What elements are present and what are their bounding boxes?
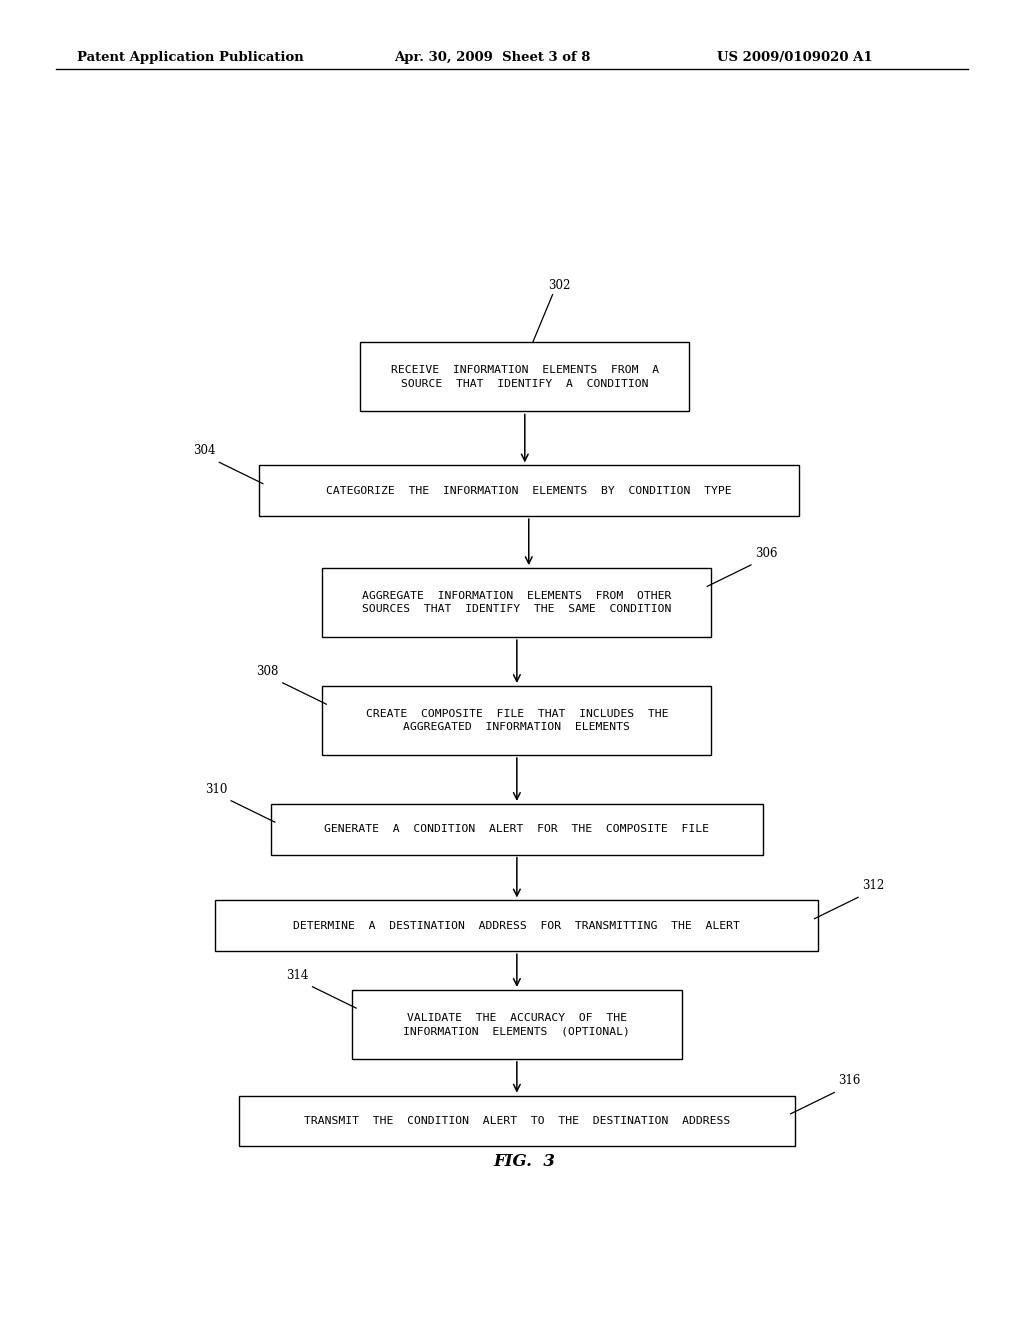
Text: 310: 310: [205, 783, 227, 796]
Text: VALIDATE  THE  ACCURACY  OF  THE
INFORMATION  ELEMENTS  (OPTIONAL): VALIDATE THE ACCURACY OF THE INFORMATION…: [403, 1012, 631, 1036]
Text: RECEIVE  INFORMATION  ELEMENTS  FROM  A
SOURCE  THAT  IDENTIFY  A  CONDITION: RECEIVE INFORMATION ELEMENTS FROM A SOUR…: [391, 366, 658, 388]
Text: 314: 314: [286, 969, 308, 982]
Text: Patent Application Publication: Patent Application Publication: [77, 51, 303, 63]
Text: 308: 308: [256, 665, 279, 677]
Bar: [323, 686, 712, 755]
Bar: [270, 804, 763, 854]
Bar: [240, 1096, 795, 1146]
Text: 306: 306: [755, 546, 777, 560]
Text: Apr. 30, 2009  Sheet 3 of 8: Apr. 30, 2009 Sheet 3 of 8: [394, 51, 591, 63]
Text: 304: 304: [193, 445, 215, 457]
Text: AGGREGATE  INFORMATION  ELEMENTS  FROM  OTHER
SOURCES  THAT  IDENTIFY  THE  SAME: AGGREGATE INFORMATION ELEMENTS FROM OTHE…: [362, 591, 672, 614]
Text: 312: 312: [862, 879, 885, 892]
Text: CATEGORIZE  THE  INFORMATION  ELEMENTS  BY  CONDITION  TYPE: CATEGORIZE THE INFORMATION ELEMENTS BY C…: [326, 486, 731, 496]
Text: 302: 302: [549, 279, 571, 292]
Bar: [360, 342, 689, 412]
Bar: [215, 900, 818, 952]
Text: FIG.  3: FIG. 3: [494, 1152, 556, 1170]
Text: GENERATE  A  CONDITION  ALERT  FOR  THE  COMPOSITE  FILE: GENERATE A CONDITION ALERT FOR THE COMPO…: [325, 824, 710, 834]
Text: 316: 316: [839, 1074, 860, 1088]
Text: CREATE  COMPOSITE  FILE  THAT  INCLUDES  THE
AGGREGATED  INFORMATION  ELEMENTS: CREATE COMPOSITE FILE THAT INCLUDES THE …: [366, 709, 668, 733]
Bar: [352, 990, 682, 1059]
Text: TRANSMIT  THE  CONDITION  ALERT  TO  THE  DESTINATION  ADDRESS: TRANSMIT THE CONDITION ALERT TO THE DEST…: [304, 1115, 730, 1126]
Text: US 2009/0109020 A1: US 2009/0109020 A1: [717, 51, 872, 63]
Bar: [323, 568, 712, 638]
Bar: [259, 466, 799, 516]
Text: DETERMINE  A  DESTINATION  ADDRESS  FOR  TRANSMITTING  THE  ALERT: DETERMINE A DESTINATION ADDRESS FOR TRAN…: [294, 921, 740, 931]
